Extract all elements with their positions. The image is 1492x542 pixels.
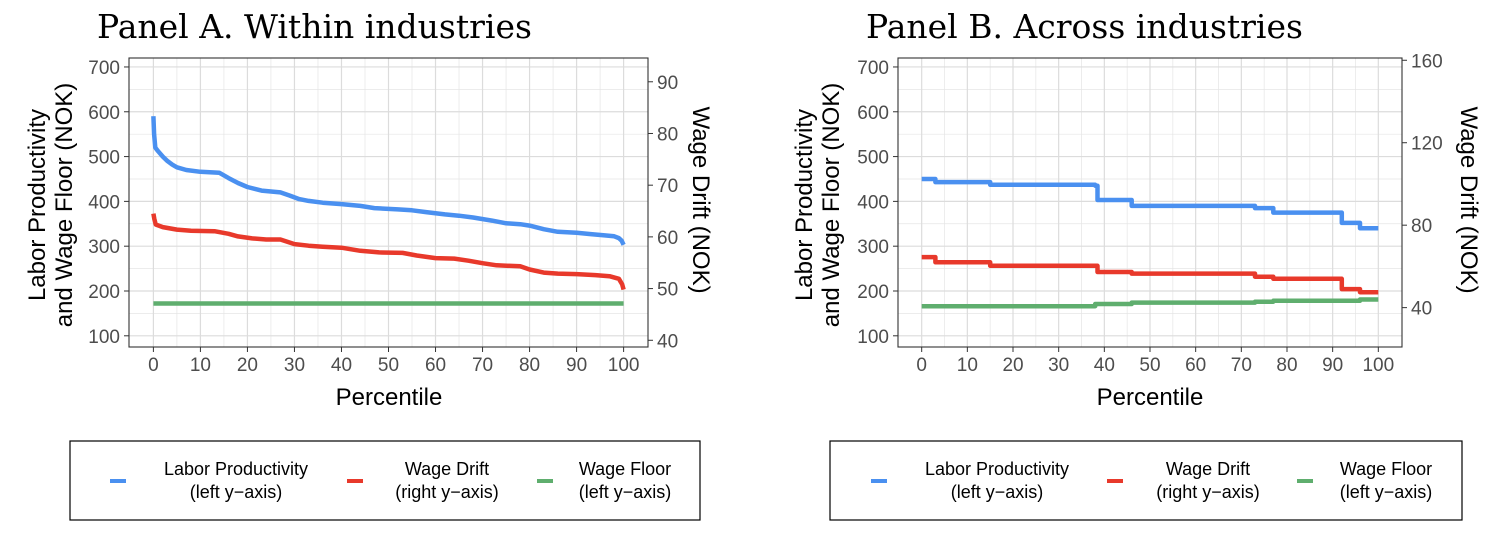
panel-a-x-tick-label: 90 [566,355,587,376]
panel-b-x-axis-label: Percentile [1097,384,1204,411]
panel-a-y-tick-label: 600 [88,103,120,124]
panel-b-legend-box [829,440,1463,521]
panel-b-y-tick-label: 100 [857,327,889,348]
panel-b-y-tick-label: 500 [857,148,889,169]
panel-b-series-floor [921,297,1379,309]
panel-b-legend-sub-drift: (right y−axis) [1156,482,1260,502]
panel-a-legend-sub-productivity: (left y−axis) [190,482,283,502]
panel-a-y-tick-label: 500 [88,148,120,169]
panel-b-x-tick-label: 80 [1276,355,1297,376]
panel-b: Panel B. Across industries 0 10 20 30 40 50 60… [791,7,1482,521]
panel-b-y2-tick-label: 40 [1411,299,1432,320]
panel-a-y2-axis-label: Wage Drift (NOK) [687,106,714,293]
panel-b-y-tick-label: 400 [857,192,889,213]
panel-b-legend-label-floor: Wage Floor [1340,459,1432,479]
panel-a-x-tick-label: 0 [148,355,159,376]
panel-b-x-tick-label: 90 [1322,355,1343,376]
panel-b-y2-tick-label: 80 [1411,216,1432,237]
panel-a-y-axis-label-line2: and Wage Floor (NOK) [51,83,78,328]
panel-b-legend-sub-floor: (left y−axis) [1340,482,1433,502]
panel-a-ticks: 0 10 20 30 40 50 60 70 80 90 100 100 200 300 400 500 600… [88,58,678,376]
panel-b-x-tick-label: 50 [1139,355,1160,376]
panel-b-x-tick-label: 10 [957,355,978,376]
panel-b-x-tick-label: 60 [1185,355,1206,376]
panel-b-y2-tick-label: 160 [1411,51,1443,72]
panel-a-x-tick-label: 80 [519,355,540,376]
panel-a-legend-item-drift: Wage Drift (right y−axis) [347,459,499,502]
panel-a-legend-item-productivity: Labor Productivity (left y−axis) [110,459,308,502]
panel-a-y-axis-label-line1: Labor Productivity [24,109,51,301]
panel-b-x-tick-label: 100 [1362,355,1394,376]
panel-b-series [921,176,1379,309]
panel-a-x-axis-label: Percentile [336,384,443,411]
panel-a-x-tick-label: 50 [378,355,399,376]
panel-b-series-drift [921,254,1379,295]
panel-a-y-tick-label: 300 [88,237,120,258]
panel-b-legend-item-productivity: Labor Productivity (left y−axis) [871,459,1069,502]
panel-a-legend-label-drift: Wage Drift [405,459,489,479]
panel-a-y-tick-label: 700 [88,58,120,79]
panel-a-gridlines [129,58,648,347]
panel-a-y-tick-label: 400 [88,192,120,213]
panel-a-title: Panel A. Within industries [97,7,532,46]
panel-b-y-tick-label: 300 [857,237,889,258]
panel-a-y2-tick-label: 50 [657,280,678,301]
panel-a-x-tick-label: 60 [425,355,446,376]
panel-b-legend-label-drift: Wage Drift [1166,459,1250,479]
panel-b-x-tick-label: 40 [1094,355,1115,376]
panel-a-y2-tick-label: 60 [657,228,678,249]
panel-b-x-tick-label: 70 [1231,355,1252,376]
panel-a-x-tick-label: 100 [608,355,640,376]
panel-a-series-drift [151,213,626,291]
panel-a-x-tick-label: 30 [284,355,305,376]
panel-a-x-tick-label: 70 [472,355,493,376]
panel-b-y-axis-label-line1: Labor Productivity [791,109,818,301]
panel-b-legend-label-productivity: Labor Productivity [925,459,1069,479]
panel-b-x-tick-label: 30 [1048,355,1069,376]
panel-a-series [151,116,626,306]
panel-b-legend-item-drift: Wage Drift (right y−axis) [1107,459,1260,502]
panel-b-x-tick-label: 20 [1002,355,1023,376]
panel-a-y2-tick-label: 40 [657,331,678,352]
panel-a-y2-tick-label: 80 [657,124,678,145]
panel-a-x-tick-label: 20 [237,355,258,376]
panel-b-y-axis-label-line2: and Wage Floor (NOK) [818,83,845,328]
panel-a-legend-item-floor: Wage Floor (left y−axis) [537,459,671,502]
panel-b-legend-item-floor: Wage Floor (left y−axis) [1297,459,1432,502]
panel-b-ticks: 0 10 20 30 40 50 60 70 80 90 100 100 200 300 400 500 600… [857,51,1442,376]
panel-a-y-tick-label: 100 [88,327,120,348]
panel-b-x-tick-label: 0 [916,355,927,376]
panel-b-y-tick-label: 700 [857,58,889,79]
panel-a: Panel A. Within industries 0 10 20 30 40 50 60… [24,7,714,521]
panel-b-y-tick-label: 600 [857,103,889,124]
panel-b-series-productivity [921,176,1379,231]
panel-a-legend-box [69,440,701,521]
panel-a-legend-label-productivity: Labor Productivity [164,459,308,479]
panel-a-y2-tick-label: 90 [657,73,678,94]
panel-b-y2-axis-label: Wage Drift (NOK) [1455,106,1482,293]
panel-a-series-productivity [151,116,626,246]
panel-a-legend-label-floor: Wage Floor [579,459,671,479]
panel-a-legend-sub-floor: (left y−axis) [579,482,672,502]
panel-a-y2-tick-label: 70 [657,176,678,197]
panel-b-y-tick-label: 200 [857,282,889,303]
panel-a-legend-sub-drift: (right y−axis) [395,482,499,502]
panel-a-x-tick-label: 10 [190,355,211,376]
panel-b-legend-sub-productivity: (left y−axis) [951,482,1044,502]
panel-a-y-tick-label: 200 [88,282,120,303]
panel-b-title: Panel B. Across industries [866,7,1303,46]
panel-b-y2-tick-label: 120 [1411,134,1443,155]
panel-a-x-tick-label: 40 [331,355,352,376]
